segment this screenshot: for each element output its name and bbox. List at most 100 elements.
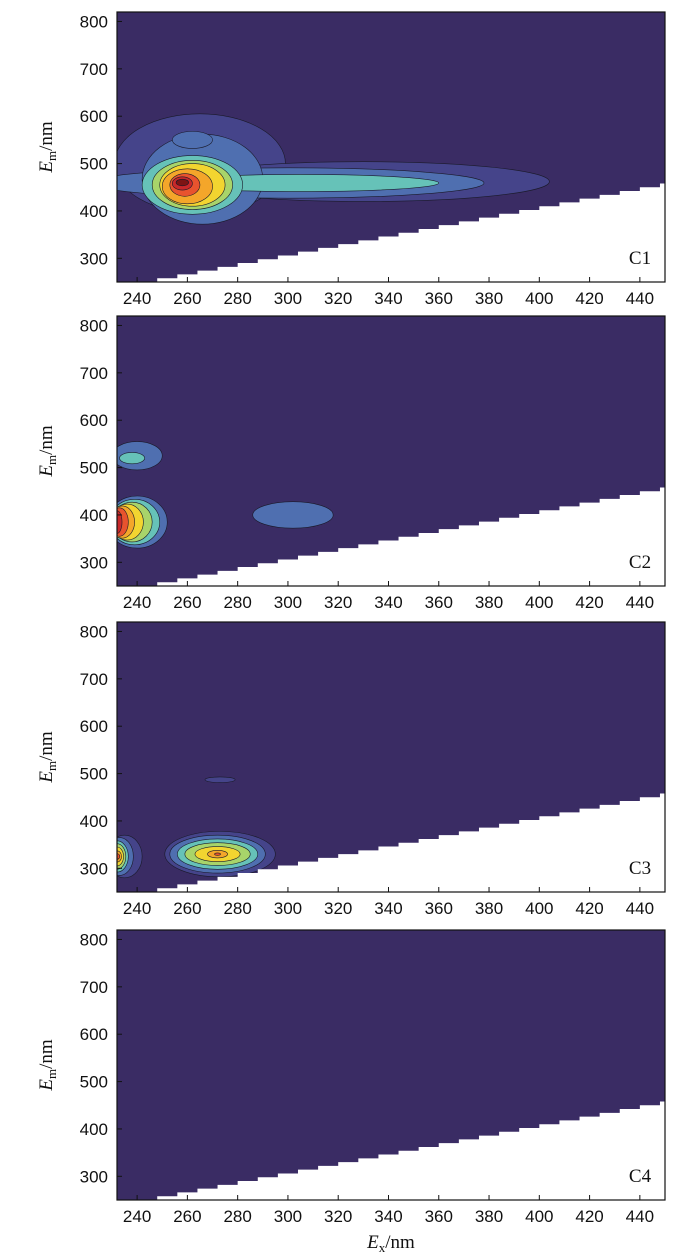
y-tick-label: 600	[80, 411, 108, 430]
y-tick-label: 500	[80, 765, 108, 784]
contour-level	[214, 852, 221, 856]
plot-frame	[116, 621, 666, 893]
panel-label: C1	[629, 248, 651, 269]
y-tick-label: 800	[80, 622, 108, 641]
x-tick-label: 320	[324, 1207, 352, 1226]
x-tick-label: 240	[123, 1207, 151, 1226]
panel-label: C3	[629, 858, 651, 879]
plot-area	[117, 12, 665, 282]
x-tick-label: 420	[575, 593, 603, 612]
x-tick-label: 420	[575, 1207, 603, 1226]
x-tick-label: 360	[425, 593, 453, 612]
y-tick-label: 600	[80, 1025, 108, 1044]
panel-c2: 300 400 500 600 700 800 240 260 280 300 320 340 360 3…	[36, 315, 666, 612]
y-axis-label: Em/nm	[36, 731, 59, 784]
contour-level	[117, 510, 123, 534]
y-tick-label: 600	[80, 717, 108, 736]
y-axis-label: Em/nm	[36, 1039, 59, 1092]
x-tick-label: 420	[575, 289, 603, 308]
x-tick-label: 400	[525, 1207, 553, 1226]
masked-region	[117, 1101, 665, 1200]
panel-c4: 300 400 500 600 700 800 240 260 280 300 320 340 360 3…	[36, 929, 666, 1255]
x-tick-label: 440	[626, 899, 654, 918]
y-axis-label: Em/nm	[36, 121, 59, 174]
x-tick-label: 260	[173, 593, 201, 612]
x-tick-label: 300	[274, 593, 302, 612]
masked-region	[117, 793, 665, 892]
y-tick-label: 500	[80, 1073, 108, 1092]
x-tick-label: 280	[223, 289, 251, 308]
x-tick-label: 380	[475, 289, 503, 308]
x-tick-label: 320	[324, 593, 352, 612]
x-tick-label: 440	[626, 1207, 654, 1226]
y-tick-label: 300	[80, 249, 108, 268]
x-tick-label: 240	[123, 289, 151, 308]
y-tick-label: 300	[80, 859, 108, 878]
x-tick-label: 360	[425, 1207, 453, 1226]
masked-region	[117, 487, 665, 586]
y-tick-label: 600	[80, 107, 108, 126]
x-tick-label: 360	[425, 899, 453, 918]
y-tick-label: 400	[80, 812, 108, 831]
contour-level	[119, 452, 145, 465]
y-tick-label: 700	[80, 978, 108, 997]
plot-frame	[116, 315, 666, 587]
x-axis-label: Ex/nm	[366, 1232, 415, 1255]
y-tick-label: 700	[80, 60, 108, 79]
x-tick-label: 340	[374, 899, 402, 918]
x-tick-label: 340	[374, 289, 402, 308]
panel-label: C4	[629, 1166, 652, 1187]
y-axis-label: Em/nm	[36, 425, 59, 478]
y-tick-label: 700	[80, 670, 108, 689]
x-tick-label: 400	[525, 593, 553, 612]
plot-area	[117, 930, 665, 1200]
x-tick-label: 400	[525, 899, 553, 918]
panel-label: C2	[629, 552, 651, 573]
y-tick-label: 800	[80, 316, 108, 335]
y-tick-label: 400	[80, 506, 108, 525]
y-tick-label: 300	[80, 553, 108, 572]
x-tick-label: 300	[274, 289, 302, 308]
contour-level	[204, 776, 236, 783]
panel-c3: 300 400 500 600 700 800 240 260 280 300 320 340 360 3…	[36, 621, 666, 918]
contour-level	[172, 131, 213, 149]
y-tick-label: 500	[80, 459, 108, 478]
x-tick-label: 240	[123, 593, 151, 612]
x-tick-label: 240	[123, 899, 151, 918]
contour-level	[175, 178, 189, 187]
x-tick-label: 320	[324, 289, 352, 308]
x-tick-label: 380	[475, 593, 503, 612]
x-tick-label: 280	[223, 1207, 251, 1226]
x-tick-label: 260	[173, 1207, 201, 1226]
x-tick-label: 300	[274, 1207, 302, 1226]
x-tick-label: 260	[173, 899, 201, 918]
x-tick-label: 380	[475, 1207, 503, 1226]
y-tick-label: 400	[80, 202, 108, 221]
x-tick-label: 280	[223, 899, 251, 918]
x-tick-label: 420	[575, 899, 603, 918]
x-tick-label: 440	[626, 289, 654, 308]
contour-level	[252, 501, 334, 529]
y-tick-label: 500	[80, 155, 108, 174]
x-tick-label: 340	[374, 1207, 402, 1226]
x-tick-label: 440	[626, 593, 654, 612]
x-tick-label: 400	[525, 289, 553, 308]
panel-c1: 300 400 500 600 700 800 240 260 280 300 320 340 360 3…	[36, 11, 666, 308]
x-tick-label: 320	[324, 899, 352, 918]
x-tick-label: 300	[274, 899, 302, 918]
y-tick-label: 700	[80, 364, 108, 383]
y-tick-label: 400	[80, 1120, 108, 1139]
y-tick-label: 800	[80, 12, 108, 31]
y-tick-label: 300	[80, 1167, 108, 1186]
x-tick-label: 380	[475, 899, 503, 918]
x-tick-label: 340	[374, 593, 402, 612]
plot-area	[117, 316, 665, 586]
plot-frame	[116, 11, 666, 283]
plot-area	[117, 622, 665, 892]
x-tick-label: 260	[173, 289, 201, 308]
y-tick-label: 800	[80, 930, 108, 949]
x-tick-label: 280	[223, 593, 251, 612]
plot-frame	[116, 929, 666, 1201]
masked-region	[117, 183, 665, 282]
